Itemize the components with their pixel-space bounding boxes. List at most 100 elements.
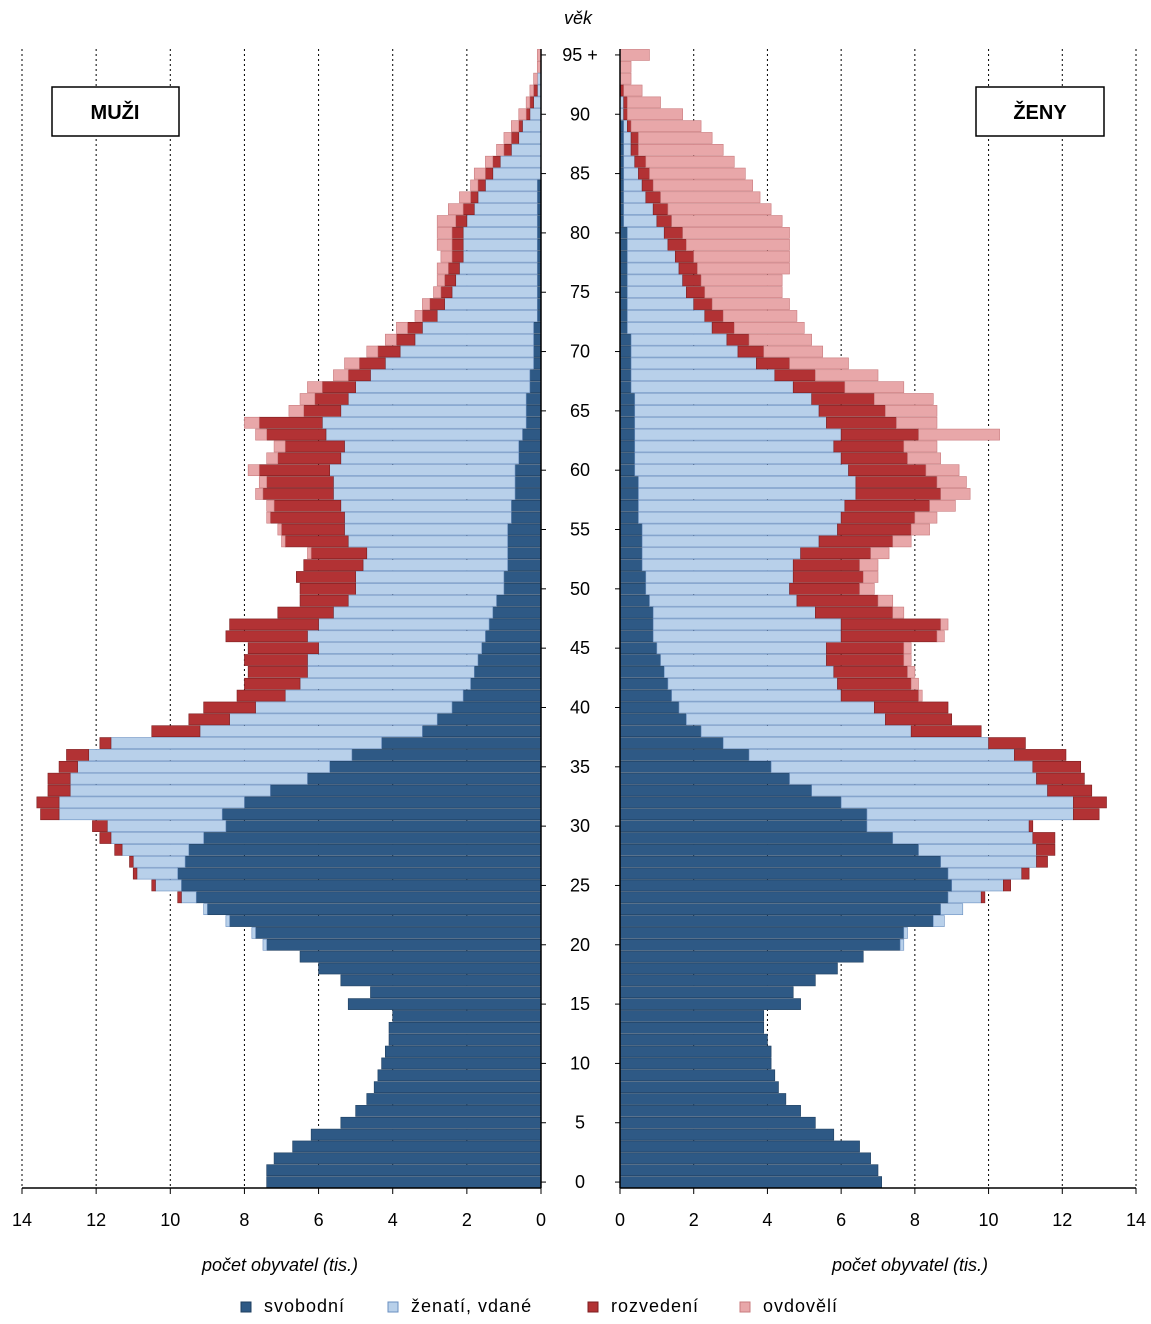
female-bar-zenati: [641, 523, 838, 536]
legend-label-zenati: ženatí, vdané: [411, 1296, 532, 1316]
female-bar-rozvedeni: [833, 440, 905, 453]
male-bar-ovdoveli: [266, 452, 279, 465]
male-bar-ovdoveli: [281, 535, 286, 548]
female-bar-ovdoveli: [877, 594, 894, 607]
male-bar-zenati: [511, 144, 542, 156]
female-bar-zenati: [649, 594, 798, 607]
male-bar-ovdoveli: [496, 144, 505, 156]
female-bar-zenati: [627, 250, 676, 263]
female-bar-ovdoveli: [693, 250, 790, 263]
female-bar-svobodni: [619, 511, 639, 524]
female-bar-ovdoveli: [686, 238, 790, 251]
age-label: 15: [570, 994, 590, 1014]
male-bar-rozvedeni: [310, 547, 368, 560]
females-label: ŽENY: [1013, 100, 1067, 124]
female-bar-zenati: [630, 369, 776, 382]
male-bar-ovdoveli: [503, 132, 512, 144]
female-bar-svobodni: [619, 772, 790, 785]
male-bar-zenati: [333, 476, 516, 488]
male-bar-ovdoveli: [473, 167, 486, 180]
males-label-box: [51, 86, 180, 137]
male-bar-zenati: [462, 250, 538, 263]
male-bar-svobodni: [462, 689, 542, 702]
male-bar-zenati: [155, 879, 182, 892]
male-bar-svobodni: [347, 998, 542, 1010]
female-bar-zenati: [634, 440, 835, 453]
female-bar-rozvedeni: [792, 559, 860, 571]
male-bar-rozvedeni: [258, 416, 323, 429]
male-bar-zenati: [344, 440, 520, 453]
female-bar-ovdoveli: [914, 511, 938, 524]
male-bar-rozvedeni: [525, 108, 531, 121]
male-bar-zenati: [444, 298, 538, 310]
female-bar-svobodni: [619, 903, 941, 916]
female-bar-ovdoveli: [925, 464, 960, 477]
male-bar-rozvedeni: [451, 238, 464, 251]
male-bar-zenati: [121, 844, 190, 856]
age-label: 25: [570, 875, 590, 895]
female-bar-rozvedeni: [844, 499, 930, 512]
male-bar-rozvedeni: [244, 654, 308, 666]
female-bar-zenati: [645, 583, 790, 595]
male-bar-zenati: [355, 381, 531, 393]
male-bar-rozvedeni: [347, 369, 371, 382]
age-label: 75: [570, 282, 590, 302]
male-bar-zenati: [325, 428, 523, 441]
male-bar-svobodni: [507, 535, 542, 548]
age-label: 30: [570, 816, 590, 836]
female-bar-zenati: [686, 713, 886, 726]
female-bar-rozvedeni: [789, 583, 860, 595]
male-bar-svobodni: [514, 464, 542, 477]
female-bar-zenati: [623, 132, 632, 144]
male-bar-ovdoveli: [414, 310, 423, 322]
male-bar-svobodni: [381, 737, 542, 749]
male-bar-zenati: [88, 749, 353, 761]
male-bar-zenati: [485, 179, 538, 192]
female-bar-zenati: [623, 215, 658, 227]
female-bar-zenati: [627, 286, 687, 299]
female-bar-svobodni: [619, 796, 842, 809]
male-bar-rozvedeni: [485, 167, 494, 180]
female-bar-svobodni: [619, 1128, 835, 1141]
male-bar-rozvedeni: [303, 559, 364, 571]
females-label-box: [975, 86, 1105, 137]
female-bar-rozvedeni: [693, 298, 713, 310]
x-axis-label-left: počet obyvatel (tis.): [201, 1255, 358, 1275]
male-bar-svobodni: [514, 488, 542, 500]
female-bar-zenati: [678, 701, 875, 714]
male-bar-ovdoveli: [266, 499, 275, 512]
male-bar-zenati: [414, 333, 534, 346]
female-bar-zenati: [903, 927, 908, 939]
male-bar-svobodni: [221, 808, 542, 821]
male-bar-rozvedeni: [236, 689, 286, 702]
age-label: 5: [575, 1113, 585, 1133]
female-bar-svobodni: [619, 927, 905, 939]
male-bar-zenati: [370, 369, 531, 382]
female-bar-rozvedeni: [874, 701, 949, 714]
female-bar-ovdoveli: [862, 571, 879, 583]
female-bar-zenati: [630, 381, 794, 393]
female-bar-ovdoveli: [638, 132, 713, 144]
female-bar-ovdoveli: [682, 227, 790, 239]
male-bar-ovdoveli: [244, 416, 260, 429]
male-bar-svobodni: [255, 927, 542, 939]
male-bar-zenati: [355, 583, 505, 595]
female-bar-svobodni: [619, 298, 628, 310]
male-bar-svobodni: [533, 345, 542, 358]
female-bar-svobodni: [619, 618, 654, 631]
female-bar-svobodni: [619, 820, 868, 832]
female-bar-rozvedeni: [1036, 855, 1048, 868]
female-bar-svobodni: [619, 784, 812, 797]
male-bar-ovdoveli: [266, 511, 271, 524]
female-bar-ovdoveli: [892, 606, 905, 619]
male-bar-zenati: [347, 393, 527, 405]
male-bar-svobodni: [503, 583, 542, 595]
female-bar-svobodni: [619, 1021, 765, 1034]
female-bar-ovdoveli: [733, 321, 805, 334]
male-bar-rozvedeni: [58, 760, 78, 773]
male-bar-zenati: [251, 927, 256, 939]
male-bar-rozvedeni: [247, 642, 319, 654]
male-bar-zenati: [255, 701, 453, 714]
male-bar-svobodni: [470, 677, 542, 690]
female-bar-rozvedeni: [711, 321, 735, 334]
